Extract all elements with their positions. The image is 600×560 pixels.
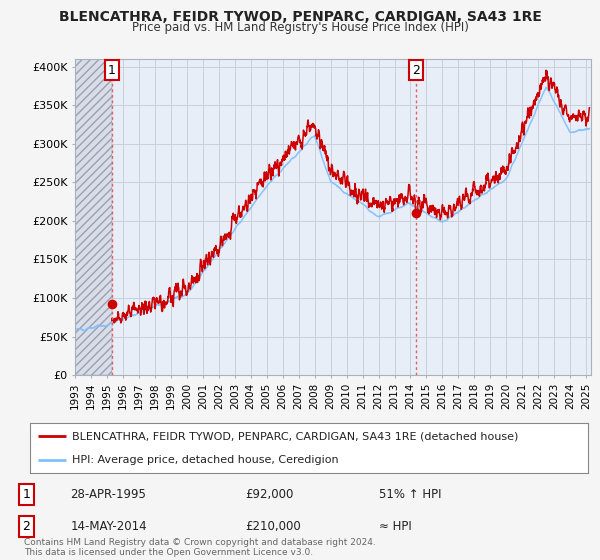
Text: BLENCATHRA, FEIDR TYWOD, PENPARC, CARDIGAN, SA43 1RE (detached house): BLENCATHRA, FEIDR TYWOD, PENPARC, CARDIG… — [72, 431, 518, 441]
Text: £210,000: £210,000 — [245, 520, 301, 533]
Text: BLENCATHRA, FEIDR TYWOD, PENPARC, CARDIGAN, SA43 1RE: BLENCATHRA, FEIDR TYWOD, PENPARC, CARDIG… — [59, 10, 541, 24]
Text: 2: 2 — [412, 63, 421, 77]
Text: 14-MAY-2014: 14-MAY-2014 — [70, 520, 147, 533]
Text: Price paid vs. HM Land Registry's House Price Index (HPI): Price paid vs. HM Land Registry's House … — [131, 21, 469, 34]
Text: HPI: Average price, detached house, Ceredigion: HPI: Average price, detached house, Cere… — [72, 455, 338, 465]
Text: ≈ HPI: ≈ HPI — [379, 520, 412, 533]
Text: 1: 1 — [108, 63, 116, 77]
Text: 2: 2 — [23, 520, 31, 533]
Text: Contains HM Land Registry data © Crown copyright and database right 2024.
This d: Contains HM Land Registry data © Crown c… — [24, 538, 376, 557]
Text: 51% ↑ HPI: 51% ↑ HPI — [379, 488, 441, 501]
Bar — [75, 59, 112, 375]
Text: £92,000: £92,000 — [245, 488, 293, 501]
Text: 28-APR-1995: 28-APR-1995 — [70, 488, 146, 501]
Text: 1: 1 — [23, 488, 31, 501]
